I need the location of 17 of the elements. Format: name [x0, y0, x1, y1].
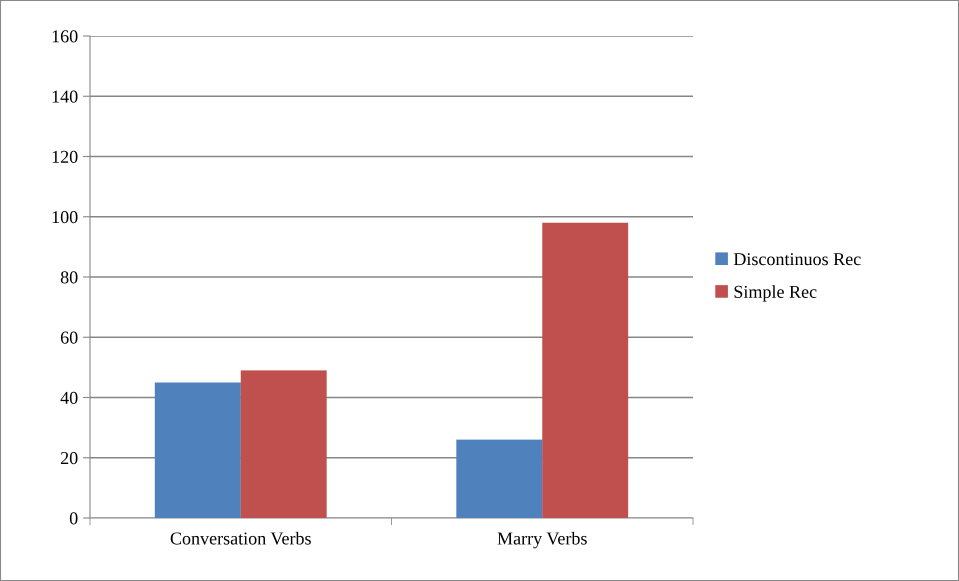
bar: [542, 222, 628, 518]
x-tick-label: Conversation Verbs: [170, 532, 311, 545]
y-tick-label: 0: [70, 512, 78, 524]
y-tick-label: 160: [52, 30, 78, 42]
x-tick-label: Marry Verbs: [498, 532, 587, 548]
bar: [154, 382, 241, 518]
y-tick-label: 20: [60, 452, 78, 464]
y-tick-label: 140: [52, 90, 78, 103]
legend-label: Discontinuos Rec: [734, 253, 861, 266]
bar: [240, 370, 327, 518]
y-tick-label: 100: [52, 211, 78, 224]
y-tick-label: 80: [60, 271, 78, 284]
bar: [456, 440, 542, 518]
y-tick-label: 120: [52, 150, 78, 163]
legend-label: Simple Rec: [734, 285, 817, 302]
y-tick-label: 60: [60, 332, 78, 344]
y-tick-label: 40: [60, 392, 78, 404]
